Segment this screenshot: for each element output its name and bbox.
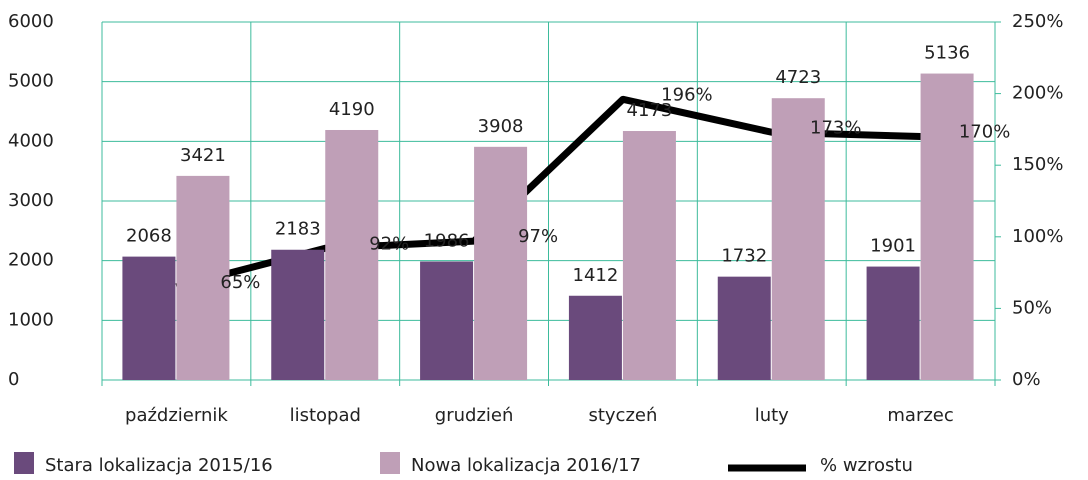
y2-tick-label: 100% — [1012, 226, 1063, 247]
bar-value-label: 5136 — [924, 43, 970, 64]
line-value-label: 196% — [661, 84, 712, 105]
x-tick-label: listopad — [290, 405, 361, 426]
bar-value-label: 1901 — [870, 236, 916, 257]
bar-value-label: 1986 — [424, 231, 470, 252]
y-tick-label: 6000 — [8, 11, 54, 32]
x-tick-label: luty — [755, 405, 789, 426]
bar — [420, 261, 474, 380]
line-value-label: 65% — [220, 272, 260, 293]
x-tick-label: październik — [125, 405, 228, 426]
bar-value-label: 3421 — [180, 145, 226, 166]
bar-value-label: 2183 — [275, 219, 321, 240]
bar-value-label: 4173 — [627, 100, 673, 121]
legend-label: Nowa lokalizacja 2016/17 — [411, 455, 641, 476]
line-value-label: 97% — [518, 226, 558, 247]
y-tick-label: 0 — [8, 369, 19, 390]
bar — [622, 131, 676, 380]
bar-value-label: 4190 — [329, 99, 375, 120]
y2-tick-label: 200% — [1012, 83, 1063, 104]
legend-label: Stara lokalizacja 2015/16 — [45, 455, 273, 476]
x-tick-label: grudzień — [435, 405, 514, 426]
x-tick-label: styczeń — [588, 405, 657, 426]
bar-value-label: 2068 — [126, 226, 172, 247]
bar-value-label: 1732 — [721, 246, 767, 267]
bar — [271, 249, 325, 380]
y-tick-label: 1000 — [8, 309, 54, 330]
bar — [717, 276, 771, 380]
legend-swatch — [14, 452, 34, 474]
y-tick-label: 3000 — [8, 190, 54, 211]
x-tick-label: marzec — [887, 405, 953, 426]
bar-value-label: 1412 — [573, 265, 619, 286]
y2-tick-label: 0% — [1012, 369, 1041, 390]
y2-tick-label: 150% — [1012, 154, 1063, 175]
bar — [866, 266, 920, 380]
y-tick-label: 5000 — [8, 71, 54, 92]
bar — [474, 146, 528, 380]
legend-label: % wzrostu — [820, 455, 913, 476]
bar — [771, 98, 825, 380]
legend-swatch — [380, 452, 400, 474]
y-tick-label: 4000 — [8, 130, 54, 151]
bar — [920, 73, 974, 380]
y-tick-label: 2000 — [8, 250, 54, 271]
line-value-label: 170% — [959, 122, 1010, 143]
bar-value-label: 4723 — [775, 67, 821, 88]
bar — [176, 175, 230, 380]
bar — [325, 129, 379, 380]
line-value-label: 173% — [810, 117, 861, 138]
y2-tick-label: 50% — [1012, 297, 1052, 318]
bar-value-label: 3908 — [478, 116, 524, 137]
bar — [122, 256, 176, 380]
y2-tick-label: 250% — [1012, 11, 1063, 32]
line-value-label: 92% — [369, 233, 409, 254]
bar — [568, 295, 622, 380]
